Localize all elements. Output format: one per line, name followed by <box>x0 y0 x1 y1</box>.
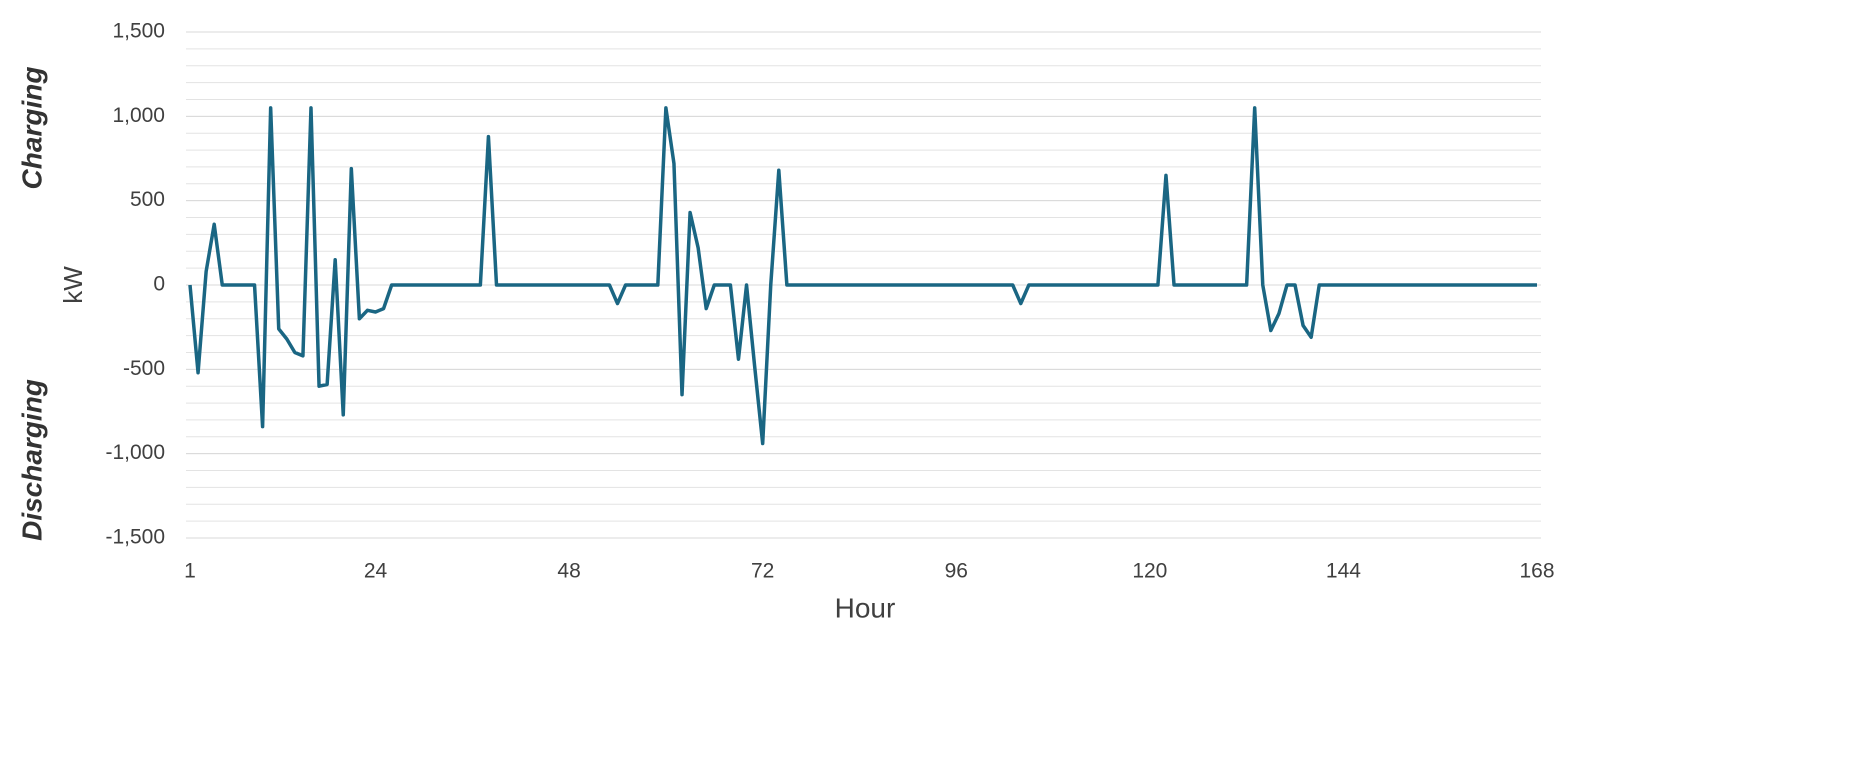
y-tick-label: 0 <box>153 273 165 296</box>
y-tick-label: 1,000 <box>112 104 165 127</box>
charging-annotation: Charging <box>16 67 47 190</box>
x-axis-label: Hour <box>835 592 896 623</box>
x-tick-label: 24 <box>364 560 388 583</box>
x-tick-label: 1 <box>184 560 196 583</box>
y-tick-label: -1,000 <box>105 441 165 464</box>
y-tick-label: -500 <box>123 357 165 380</box>
data-line <box>188 106 1537 446</box>
x-tick-label: 48 <box>557 560 580 583</box>
x-tick-label: 72 <box>751 560 774 583</box>
y-tick-label: 500 <box>130 188 165 211</box>
discharging-annotation: Discharging <box>16 379 47 541</box>
x-tick-label: 168 <box>1519 560 1554 583</box>
y-tick-label: 1,500 <box>112 20 165 43</box>
x-tick-label: 144 <box>1326 560 1361 583</box>
x-tick-label: 120 <box>1132 560 1167 583</box>
x-tick-label: 96 <box>945 560 968 583</box>
y-tick-label: -1,500 <box>105 526 165 549</box>
y-axis-label: kW <box>58 266 88 304</box>
